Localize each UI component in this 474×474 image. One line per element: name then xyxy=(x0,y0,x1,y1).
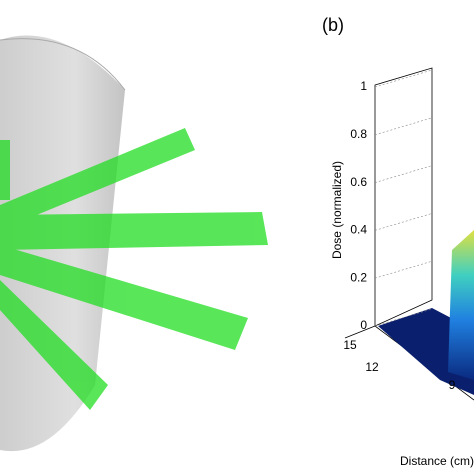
z-tick-label: 0.8 xyxy=(350,127,367,141)
z-tick-label: 0.6 xyxy=(350,175,367,189)
panel-label: (b) xyxy=(322,15,344,35)
z-axis-label: Dose (normalized) xyxy=(330,161,344,259)
z-tick-label: 0 xyxy=(360,318,367,332)
grid-line xyxy=(374,69,433,88)
z-tick-label: 1 xyxy=(360,79,367,93)
z-tick-label: 0.4 xyxy=(350,223,367,237)
surface-plot xyxy=(344,67,474,401)
grid-line xyxy=(374,165,433,183)
grid-line xyxy=(374,260,433,279)
grid-line xyxy=(374,213,433,231)
distance-axis-label: Distance (cm) xyxy=(400,454,474,468)
beam-rendering xyxy=(0,35,268,452)
distance-tick-label: 12 xyxy=(365,360,379,374)
grid-line xyxy=(374,308,433,327)
grid-line xyxy=(374,117,433,136)
distance-tick-label: 9 xyxy=(449,378,456,392)
distance-tick-label: 15 xyxy=(343,338,357,352)
z-tick-label: 0.2 xyxy=(350,270,367,284)
